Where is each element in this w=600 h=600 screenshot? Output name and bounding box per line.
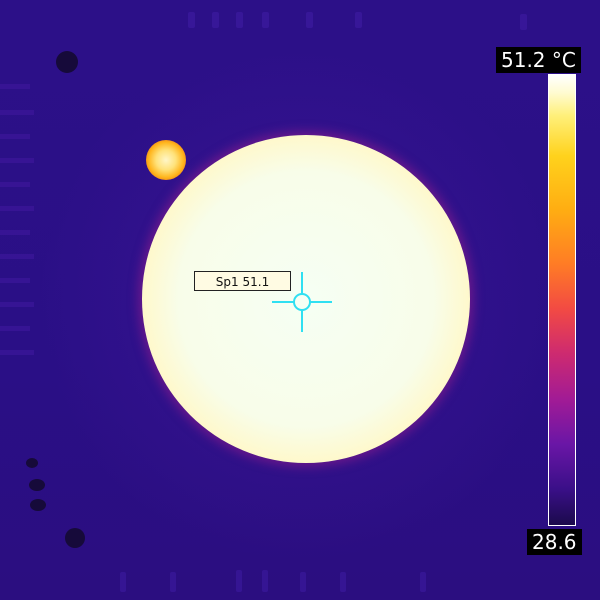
spot-crosshair-icon[interactable] xyxy=(270,270,334,334)
scale-min-label: 28.6 xyxy=(527,529,582,555)
spot-measurement-label: Sp1 51.1 xyxy=(194,271,291,291)
small-hot-spot xyxy=(146,140,186,180)
temperature-scale-bar xyxy=(548,74,576,526)
scale-max-label: 51.2 °C xyxy=(496,47,581,73)
hot-spot-region xyxy=(142,135,470,463)
